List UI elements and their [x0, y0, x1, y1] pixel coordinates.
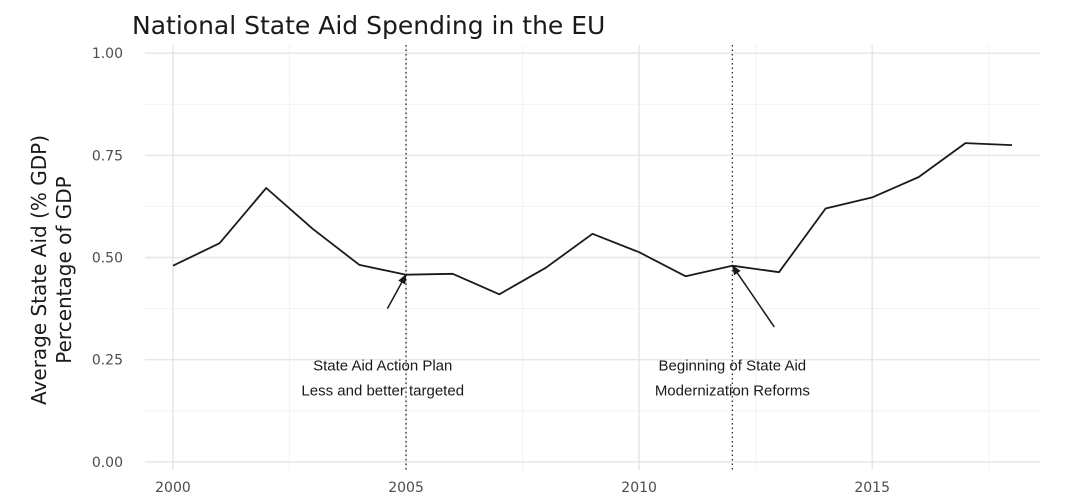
- x-tick-label: 2010: [621, 480, 657, 496]
- y-tick-label: 0.25: [92, 353, 123, 369]
- x-tick-label: 2000: [155, 480, 191, 496]
- y-axis-label-secondary: Percentage of GDP: [52, 176, 76, 363]
- reference-lines: [405, 45, 733, 470]
- annotation-label: Modernization Reforms: [655, 383, 810, 400]
- annotation-arrow: [386, 273, 407, 309]
- x-axis-ticks: 2000 2005 2010 2015: [155, 480, 890, 496]
- y-axis-title: Average State Aid (% GDP) Percentage of …: [27, 135, 76, 405]
- annotation-label: State Aid Action Plan: [313, 358, 452, 375]
- series-line: [172, 142, 1013, 296]
- y-axis-ticks: 0.00 0.25 0.50 0.75 1.00: [92, 46, 123, 471]
- y-tick-label: 0.00: [92, 455, 123, 471]
- y-tick-label: 0.50: [92, 251, 123, 267]
- annotation-arrow: [731, 264, 775, 328]
- x-tick-label: 2015: [854, 480, 890, 496]
- y-axis-label-primary: Average State Aid (% GDP): [27, 135, 51, 405]
- y-tick-label: 1.00: [92, 46, 123, 62]
- x-tick-label: 2005: [388, 480, 424, 496]
- chart-title: National State Aid Spending in the EU: [132, 11, 605, 40]
- series-layer: [172, 142, 1013, 296]
- annotation-label: Less and better targeted: [301, 383, 464, 400]
- annotations: State Aid Action Plan Less and better tar…: [301, 264, 810, 400]
- y-tick-label: 0.75: [92, 148, 123, 164]
- grid: [145, 45, 1040, 470]
- annotation-label: Beginning of State Aid: [659, 358, 807, 375]
